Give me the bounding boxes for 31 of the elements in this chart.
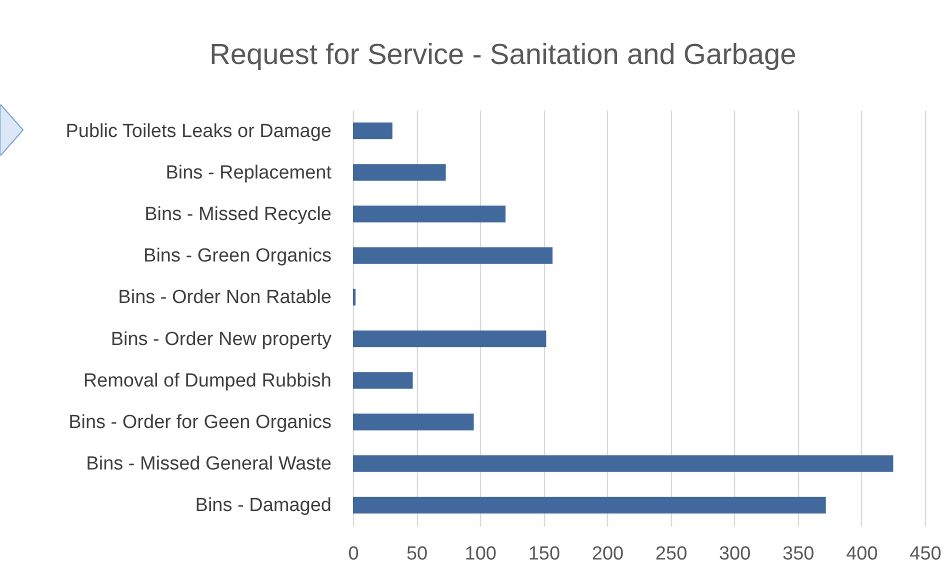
y-tick-label: Bins - Missed General Waste	[86, 454, 332, 475]
x-tick-label: 50	[406, 544, 428, 564]
bar	[353, 288, 356, 306]
x-tick-label: 300	[718, 544, 751, 564]
y-tick-label: Bins - Order Non Ratable	[118, 287, 332, 308]
y-tick-label: Public Toilets Leaks or Damage	[66, 120, 332, 142]
chart-title: Request for Service - Sanitation and Garbage	[209, 39, 796, 71]
x-tick-label: 150	[528, 544, 560, 564]
x-tick-label: 200	[592, 544, 624, 564]
x-tick-label: 250	[655, 544, 688, 564]
bar	[353, 496, 826, 514]
x-tick-label: 350	[782, 544, 814, 564]
bar	[353, 330, 546, 348]
bar	[353, 164, 446, 181]
y-tick-label: Bins - Order for Geen Organics	[68, 412, 332, 433]
bar	[353, 122, 392, 140]
x-tick-label: 0	[348, 544, 359, 564]
bar	[353, 414, 474, 430]
x-tick-label: 100	[464, 544, 496, 564]
bar	[353, 455, 894, 472]
x-tick-label: 400	[846, 544, 878, 564]
y-tick-label: Bins - Missed Recycle	[144, 204, 332, 225]
bar	[353, 247, 553, 264]
bar	[353, 372, 413, 389]
x-tick-label: 450	[910, 544, 942, 564]
y-tick-label: Bins - Damaged	[195, 495, 332, 516]
y-tick-label: Bins - Green Organics	[144, 246, 332, 267]
y-tick-label: Removal of Dumped Rubbish	[83, 370, 332, 392]
y-tick-label: Bins - Order New property	[110, 328, 332, 350]
y-tick-label: Bins - Replacement	[166, 162, 332, 184]
bar	[353, 206, 506, 222]
